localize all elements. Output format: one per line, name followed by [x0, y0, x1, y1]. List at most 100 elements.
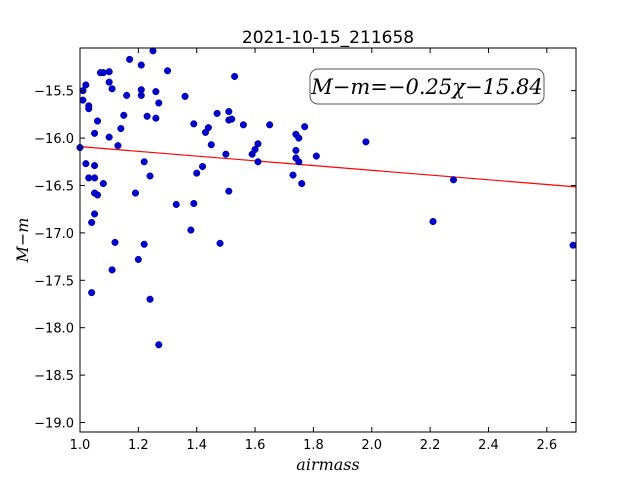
data-point	[140, 158, 148, 166]
data-point	[193, 169, 201, 177]
fit-line-layer	[79, 146, 577, 188]
plot-frame	[79, 47, 577, 433]
x-tick-label: 2.6	[536, 438, 557, 453]
data-point	[292, 146, 300, 154]
data-point	[99, 69, 107, 77]
data-point	[108, 266, 116, 274]
data-point	[117, 125, 125, 133]
data-point	[222, 150, 230, 158]
data-point	[204, 124, 212, 132]
x-tick-label: 2.0	[361, 438, 382, 453]
data-point	[137, 86, 145, 94]
data-point	[108, 85, 116, 93]
data-point	[93, 191, 102, 199]
ticks-layer: 1.0 1.2 1.4 1.6 1.8 2.0 2.2 2.4 2.6 −15.5 −16.0 −16…	[34, 48, 576, 453]
data-point	[114, 142, 122, 150]
y-tick-label: −15.5	[34, 85, 74, 100]
data-point	[312, 152, 320, 160]
x-tick-label: 1.0	[70, 438, 91, 453]
data-point	[126, 55, 134, 63]
data-point	[295, 158, 303, 166]
y-tick-label: −17.5	[34, 274, 74, 289]
data-point	[140, 240, 148, 248]
data-point	[149, 47, 157, 55]
x-axis-label: airmass	[296, 455, 359, 474]
x-tick-label: 1.4	[186, 438, 207, 453]
y-tick-label: −16.0	[34, 132, 74, 147]
data-point	[295, 134, 303, 142]
data-point	[88, 289, 96, 297]
data-point	[91, 129, 99, 137]
data-point	[228, 115, 236, 123]
data-point	[82, 81, 90, 89]
data-point	[172, 200, 180, 208]
data-point	[82, 160, 90, 168]
data-point	[152, 88, 160, 96]
data-point	[216, 239, 224, 247]
x-tick-label: 1.2	[128, 438, 149, 453]
data-point	[93, 117, 102, 125]
data-point	[190, 120, 198, 128]
y-axis-label: M−m	[13, 218, 32, 264]
y-tick-label: −18.0	[34, 322, 74, 337]
data-point	[207, 141, 215, 149]
data-point	[569, 241, 577, 249]
data-point	[146, 172, 154, 180]
data-point	[187, 226, 195, 234]
data-point	[105, 78, 113, 86]
data-point	[213, 109, 221, 117]
data-point	[143, 112, 151, 120]
data-point	[91, 210, 99, 218]
fit-annotation: M−m=−0.25χ−15.84	[310, 75, 542, 99]
data-point	[79, 96, 87, 104]
data-point	[231, 72, 239, 80]
data-point	[190, 199, 198, 208]
data-point	[120, 111, 128, 119]
data-point	[134, 255, 142, 263]
data-point	[163, 67, 172, 75]
data-point	[225, 107, 233, 116]
data-point	[85, 105, 93, 113]
y-tick-label: −17.0	[34, 227, 74, 242]
y-tick-label: −16.5	[34, 179, 74, 194]
fit-line	[79, 146, 577, 188]
data-point	[137, 61, 145, 69]
x-tick-label: 2.4	[478, 438, 499, 453]
data-point	[155, 99, 163, 107]
data-point	[105, 133, 113, 141]
data-point	[239, 121, 247, 129]
data-point	[266, 121, 274, 129]
chart-title: 2021-10-15_211658	[242, 28, 414, 48]
data-point	[225, 187, 233, 195]
data-point	[254, 158, 262, 166]
x-tick-label: 2.2	[420, 438, 441, 453]
data-point	[289, 171, 297, 179]
data-point	[111, 238, 119, 246]
data-point	[254, 140, 262, 148]
data-point	[298, 180, 306, 188]
data-point	[152, 114, 160, 122]
x-tick-label: 1.8	[303, 438, 324, 453]
x-tick-label: 1.6	[245, 438, 266, 453]
y-tick-label: −19.0	[34, 417, 74, 432]
data-point	[105, 68, 113, 76]
data-point	[301, 123, 309, 131]
data-point	[131, 189, 139, 197]
points-layer	[76, 47, 577, 349]
data-point	[429, 217, 437, 226]
data-point	[155, 341, 163, 349]
y-tick-label: −18.5	[34, 369, 74, 384]
data-point	[251, 145, 259, 154]
data-point	[91, 162, 99, 170]
data-point	[449, 176, 458, 184]
data-point	[123, 91, 131, 99]
data-point	[181, 92, 189, 100]
data-point	[88, 218, 96, 227]
data-point	[91, 174, 99, 182]
data-point	[146, 295, 154, 303]
data-point	[362, 138, 370, 146]
data-point	[198, 162, 207, 171]
data-point	[99, 180, 107, 188]
fit-annotation-box: M−m=−0.25χ−15.84	[309, 68, 545, 105]
